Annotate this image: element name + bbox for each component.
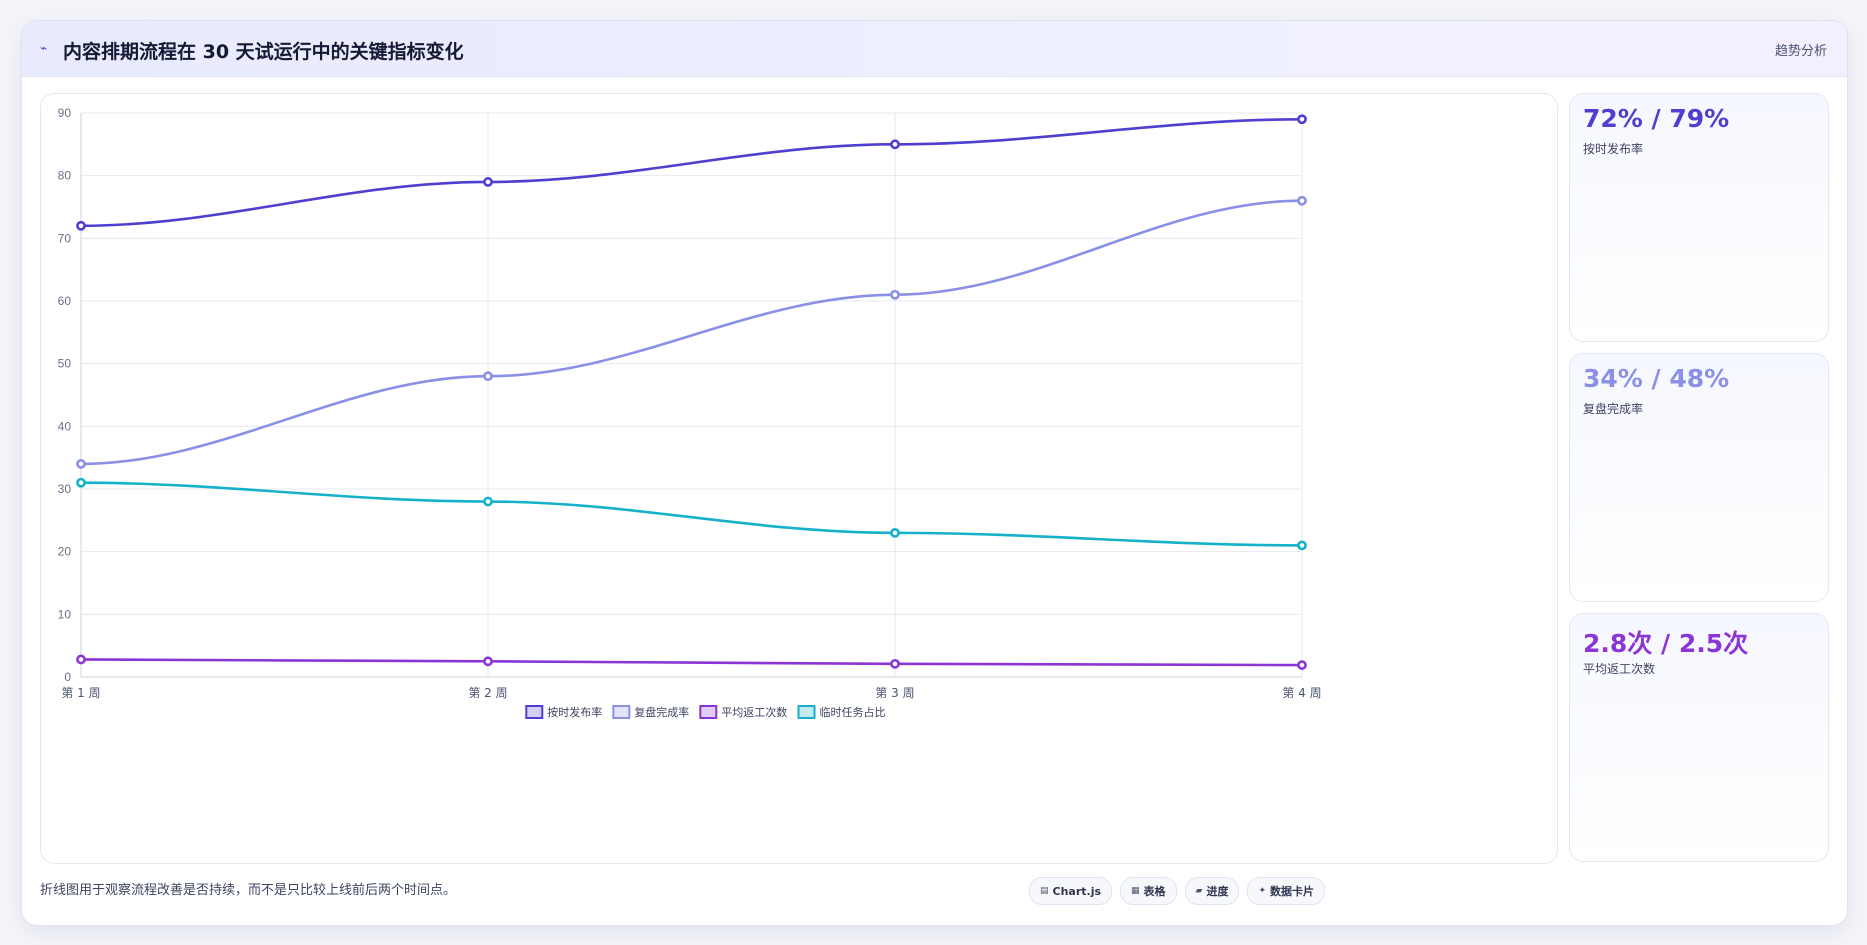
data-point xyxy=(1297,660,1307,670)
card-header: ⌁ 内容排期流程在 30 天试运行中的关键指标变化 趋势分析 xyxy=(22,21,1847,77)
stat-label: 平均返工次数 xyxy=(1583,662,1656,676)
line-chart-panel: 0 10 20 30 40 50 60 70 80 90 第 1 周 第 2 周 第 3 周 第 4 周按… xyxy=(40,93,1558,864)
data-point xyxy=(890,289,900,300)
progress-icon: ▰ xyxy=(1195,886,1203,896)
trend-line-icon: ⌁ xyxy=(40,41,48,55)
chip-table[interactable]: ▦ 表格 xyxy=(1120,877,1177,905)
data-point xyxy=(890,139,900,150)
chip-label: 数据卡片 xyxy=(1270,885,1315,898)
data-point xyxy=(76,459,86,469)
tech-chip-list: ▤ Chart.js ▦ 表格 ▰ 进度 ✦ 数据卡片 xyxy=(1029,877,1326,905)
stat-card-on-time-rate: 72% / 79% 按时发布率 xyxy=(1569,93,1829,342)
x-tick-label: 第 2 周 xyxy=(468,686,507,700)
chip-label: 进度 xyxy=(1206,885,1229,898)
data-point xyxy=(483,177,493,187)
chart-footnote: 折线图用于观察流程改善是否持续，而不是只比较上线前后两个时间点。 xyxy=(40,883,457,898)
page-title: 内容排期流程在 30 天试运行中的关键指标变化 xyxy=(63,41,464,63)
data-point xyxy=(76,654,86,665)
y-tick-label: 70 xyxy=(58,231,72,245)
chip-progress[interactable]: ▰ 进度 xyxy=(1184,877,1240,905)
data-point xyxy=(483,371,493,382)
x-tick-label: 第 3 周 xyxy=(875,686,914,700)
legend-label: 临时任务占比 xyxy=(820,705,886,719)
y-tick-label: 10 xyxy=(58,607,72,621)
sparkle-icon: ✦ xyxy=(1258,886,1267,896)
stat-value: 2.8次 / 2.5次 xyxy=(1583,629,1749,658)
series-line-3 xyxy=(79,658,1304,667)
data-point xyxy=(1297,114,1307,125)
stat-card-rework-count: 2.8次 / 2.5次 平均返工次数 xyxy=(1569,613,1829,862)
data-point xyxy=(76,477,86,488)
legend-swatch xyxy=(699,705,718,719)
chip-chartjs[interactable]: ▤ Chart.js xyxy=(1029,877,1113,905)
data-point xyxy=(890,527,900,538)
database-icon: ▤ xyxy=(1040,886,1049,896)
series-line-2 xyxy=(79,199,1304,466)
stat-value: 72% / 79% xyxy=(1583,104,1730,133)
chip-label: Chart.js xyxy=(1052,884,1102,898)
chip-label: 表格 xyxy=(1143,885,1166,898)
y-tick-label: 80 xyxy=(58,169,72,183)
y-tick-label: 90 xyxy=(58,106,72,120)
legend-swatch xyxy=(612,705,631,719)
y-tick-label: 60 xyxy=(58,294,72,308)
data-point xyxy=(1297,195,1307,206)
chart-card: ⌁ 内容排期流程在 30 天试运行中的关键指标变化 趋势分析 0 10 20 30 40… xyxy=(21,20,1848,926)
legend-swatch xyxy=(797,705,816,719)
y-tick-label: 20 xyxy=(58,545,72,559)
stat-label: 按时发布率 xyxy=(1583,142,1644,156)
y-tick-label: 50 xyxy=(58,357,72,371)
data-point xyxy=(1297,540,1307,551)
data-point xyxy=(890,658,900,669)
legend-label: 按时发布率 xyxy=(547,705,602,719)
analysis-badge: 趋势分析 xyxy=(1774,44,1827,59)
line-chart: 0 10 20 30 40 50 60 70 80 90 第 1 周 第 2 周 第 3 周 第 4 周按… xyxy=(58,106,1322,719)
y-tick-label: 0 xyxy=(64,670,71,684)
x-tick-label: 第 1 周 xyxy=(61,686,100,700)
data-point xyxy=(483,656,493,667)
table-icon: ▦ xyxy=(1131,886,1140,896)
series-line-1 xyxy=(79,117,1304,228)
legend-label: 平均返工次数 xyxy=(721,705,787,719)
legend-label: 复盘完成率 xyxy=(634,705,689,719)
series-line-4 xyxy=(79,481,1304,547)
stat-value: 34% / 48% xyxy=(1583,364,1730,393)
data-point xyxy=(483,496,493,507)
data-point xyxy=(76,220,86,231)
x-tick-label: 第 4 周 xyxy=(1282,686,1321,700)
chip-data-card[interactable]: ✦ 数据卡片 xyxy=(1247,877,1326,905)
stat-card-review-rate: 34% / 48% 复盘完成率 xyxy=(1569,353,1829,602)
stat-label: 复盘完成率 xyxy=(1583,402,1644,416)
y-tick-label: 40 xyxy=(58,419,72,433)
y-tick-label: 30 xyxy=(58,482,72,496)
legend-swatch xyxy=(525,705,544,719)
